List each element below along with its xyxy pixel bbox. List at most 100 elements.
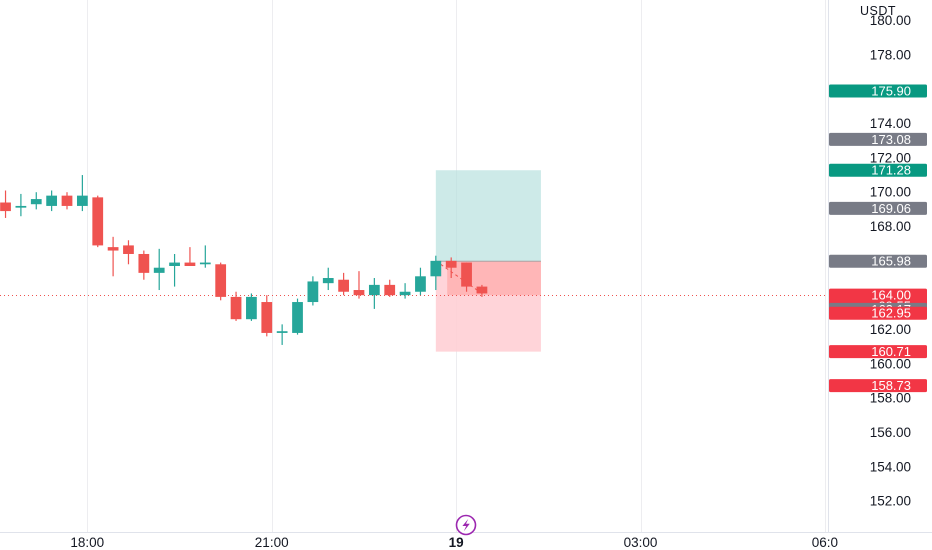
candle[interactable] (399, 283, 411, 299)
price-badges: 175.90173.08171.28169.06165.98164.0009:5… (829, 83, 927, 393)
candle[interactable] (15, 193, 27, 217)
price-tick-label: 168.00 (870, 219, 911, 234)
candle-body (322, 278, 334, 284)
price-badge: 160.71 (829, 344, 927, 359)
candle[interactable] (46, 190, 58, 212)
candle-body (199, 262, 211, 265)
time-tick-label: 06:0 (812, 535, 838, 550)
candle[interactable] (199, 245, 211, 268)
candle-body (107, 247, 119, 251)
candle-body (384, 284, 396, 296)
candlestick-series[interactable] (0, 175, 488, 345)
price-badge: 171.28 (829, 163, 927, 178)
price-tick-labels: 180.00 178.00 174.00 172.00 170.00 168.00 162.… (870, 13, 911, 509)
price-badge-background (829, 254, 927, 268)
price-tick-label: 158.00 (870, 391, 911, 406)
price-badge: 173.08 (829, 132, 927, 147)
price-tick-label: 172.00 (870, 150, 911, 165)
candle[interactable] (276, 324, 288, 345)
candle[interactable] (76, 175, 88, 212)
price-badge-background (829, 306, 927, 320)
candle[interactable] (0, 190, 11, 218)
candle-body (215, 264, 227, 297)
price-badge-background (829, 163, 927, 177)
price-badge-label: 169.06 (871, 201, 911, 216)
position-stop-zone[interactable] (435, 170, 541, 262)
candle-body (415, 276, 426, 292)
price-tick-label: 178.00 (870, 47, 911, 62)
candle-body (292, 302, 303, 333)
candle[interactable] (476, 284, 488, 297)
candle[interactable] (61, 192, 73, 210)
time-tick-label: 03:00 (624, 535, 658, 550)
price-tick-label: 180.00 (870, 13, 911, 28)
candle-body (276, 331, 288, 333)
time-tick-label: 19 (449, 535, 464, 550)
candle[interactable] (92, 195, 104, 248)
candle[interactable] (261, 295, 273, 337)
candle[interactable] (461, 262, 472, 292)
candle[interactable] (246, 293, 257, 321)
price-badge-label: 160.71 (871, 344, 911, 359)
candle[interactable] (215, 262, 227, 301)
candle[interactable] (292, 298, 303, 335)
candle[interactable] (230, 291, 242, 321)
price-badge-background (829, 132, 927, 146)
candle-body (15, 205, 27, 208)
candle[interactable] (153, 248, 165, 291)
candle-body (46, 195, 58, 206)
price-badge-background (829, 84, 927, 98)
lightning-bolt-icon (462, 519, 470, 532)
candle-body (368, 284, 380, 296)
candle-body (0, 202, 11, 212)
candle-body (461, 262, 472, 287)
candle[interactable] (338, 272, 349, 296)
candle[interactable] (107, 236, 119, 277)
price-badge-label: 175.90 (871, 83, 911, 98)
price-badge-label: 165.98 (871, 254, 911, 269)
candle[interactable] (384, 279, 396, 297)
time-tick-labels: 18:00 21:00 19 03:00 06:0 (70, 535, 838, 550)
price-tick-label: 152.00 (870, 494, 911, 509)
price-tick-label: 174.00 (870, 116, 911, 131)
price-badge: 175.90 (829, 83, 927, 98)
price-badge-label: 162.95 (871, 306, 911, 321)
candle-body (353, 290, 365, 296)
candle-body (92, 197, 104, 246)
price-badge-label: 164.00 (871, 288, 911, 303)
price-badge: 162.95 (829, 306, 927, 321)
price-badge-label: 173.08 (871, 132, 911, 147)
candle[interactable] (138, 250, 150, 280)
candle-body (123, 245, 134, 254)
candle[interactable] (169, 253, 180, 287)
candle[interactable] (430, 255, 442, 291)
candle-body (153, 267, 165, 273)
candle[interactable] (30, 192, 42, 210)
candle-body (399, 291, 411, 296)
candle[interactable] (322, 267, 334, 291)
quote-currency-label[interactable]: USDT (860, 4, 896, 18)
candle[interactable] (184, 247, 196, 266)
price-tick-label: 170.00 (870, 185, 911, 200)
candle[interactable] (123, 240, 134, 265)
candle[interactable] (415, 267, 426, 296)
candle-body (445, 260, 457, 268)
candle-body (30, 199, 42, 205)
price-badge: 169.06 (829, 201, 927, 216)
price-axis[interactable]: USDT 180.00 178.00 174.00 172.00 170.00 168.0… (828, 0, 932, 550)
price-badge: 165.98 (829, 254, 927, 269)
price-tick-label: 162.00 (870, 322, 911, 337)
price-badge-label: 158.73 (871, 378, 911, 393)
replay-lightning-button[interactable] (455, 514, 477, 536)
candle[interactable] (307, 276, 319, 306)
price-tick-label: 156.00 (870, 425, 911, 440)
candle-body (246, 296, 257, 320)
time-tick-label: 21:00 (255, 535, 289, 550)
candle[interactable] (445, 257, 457, 279)
candle-body (476, 286, 488, 294)
candle[interactable] (353, 271, 365, 299)
candle-body (230, 296, 242, 320)
candle-body (169, 262, 180, 266)
candle[interactable] (368, 278, 380, 309)
